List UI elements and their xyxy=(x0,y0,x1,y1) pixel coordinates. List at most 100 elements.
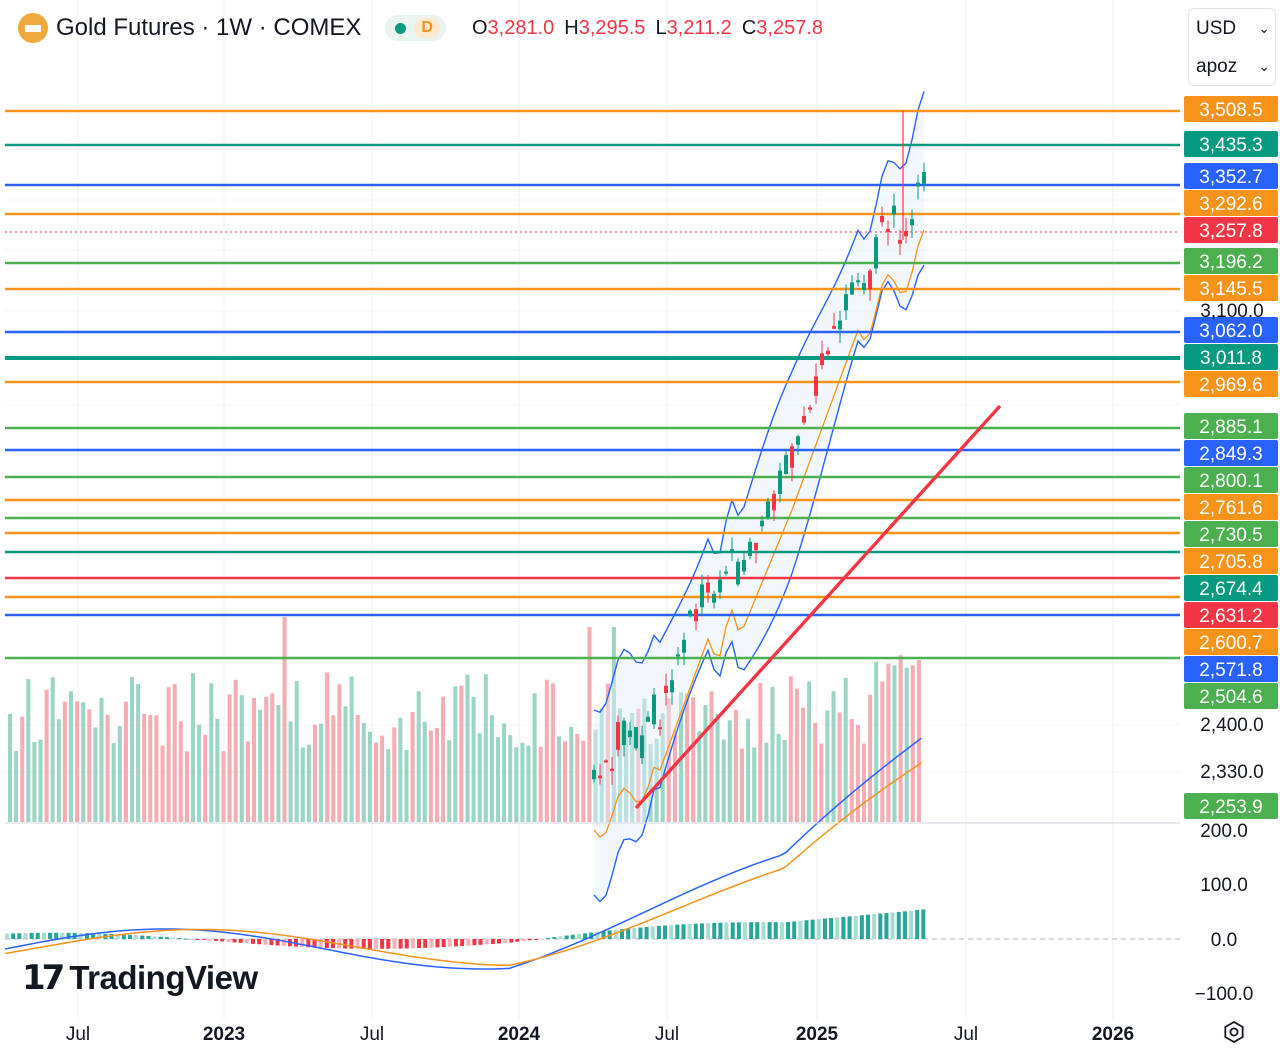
volume-bar xyxy=(8,713,12,822)
macd-histogram-bar xyxy=(915,910,920,939)
gold-symbol-icon xyxy=(18,13,48,43)
candle-body xyxy=(808,407,812,410)
macd-histogram-bar xyxy=(115,934,120,939)
macd-histogram-bar xyxy=(152,936,157,939)
price-label: 3,435.3 xyxy=(1199,135,1262,156)
volume-bar xyxy=(849,719,854,822)
candle-body xyxy=(694,609,698,622)
volume-bar xyxy=(691,697,696,822)
macd-histogram-bar xyxy=(140,935,145,939)
volume-bar xyxy=(453,686,458,822)
account-dropdown[interactable]: apoz ⌄ xyxy=(1188,50,1276,84)
volume-bar xyxy=(349,676,354,822)
time-axis[interactable]: Jul 2023 Jul 2024 Jul 2025 Jul 2026 xyxy=(66,1024,1134,1045)
macd-histogram-bar xyxy=(859,915,864,939)
currency-dropdown[interactable]: USD ⌄ xyxy=(1188,12,1276,46)
volume-bar xyxy=(252,697,256,822)
volume-bar xyxy=(581,740,586,822)
macd-histogram-bar xyxy=(718,922,723,939)
ohlc-readout: O3,281.0 H3,295.5 L3,211.2 C3,257.8 xyxy=(472,17,823,40)
price-label-box xyxy=(1184,548,1278,574)
price-label-box xyxy=(1184,413,1278,439)
candle-body xyxy=(736,561,740,585)
macd-histogram-bar xyxy=(552,937,557,939)
price-level-lines[interactable] xyxy=(5,109,1180,660)
macd-histogram-bar xyxy=(41,932,46,939)
macd-histogram-bar xyxy=(220,939,225,942)
macd-histogram-bar xyxy=(134,935,139,939)
macd-histogram-bar xyxy=(429,939,434,948)
candle-body xyxy=(622,720,626,746)
macd-histogram-bar xyxy=(398,939,403,949)
macd-histogram-bar xyxy=(158,936,163,939)
price-label: 2,571.8 xyxy=(1199,660,1262,681)
macd-histogram-bar xyxy=(792,921,797,939)
macd-histogram-bar xyxy=(349,939,354,949)
volume-bar xyxy=(154,715,159,822)
indicator-tick: 200.0 xyxy=(1200,821,1248,842)
volume-bar xyxy=(288,721,293,822)
macd-histogram-bar xyxy=(54,932,59,939)
candle-body xyxy=(640,735,644,759)
volume-bar xyxy=(654,738,659,822)
volume-bar xyxy=(191,673,195,822)
macd-histogram-bar xyxy=(29,932,34,939)
volume-bar xyxy=(331,715,336,822)
macd-histogram-bar xyxy=(835,917,840,939)
macd-histogram-bar xyxy=(650,926,655,939)
volume-bar xyxy=(520,742,525,822)
volume-bar xyxy=(374,742,378,822)
price-axis[interactable]: 3,508.5 3,435.3 3,352.7 3,292.6 3,257.8 3,196… xyxy=(5,96,1278,824)
price-label-box xyxy=(1184,275,1278,301)
macd-histogram-bar xyxy=(306,939,311,948)
price-label-box xyxy=(1184,163,1278,189)
macd-histogram-bar xyxy=(540,938,545,940)
candle-body xyxy=(904,231,908,237)
chevron-down-icon: ⌄ xyxy=(1258,58,1270,74)
candle-body xyxy=(814,376,818,396)
volume-bar xyxy=(605,683,610,822)
volume-bar xyxy=(868,694,873,822)
signal-line xyxy=(4,762,922,967)
volume-bar xyxy=(386,749,391,822)
volume-bar xyxy=(404,750,409,822)
volume-bar xyxy=(721,739,726,822)
volume-bar xyxy=(75,701,80,822)
macd-histogram-bar xyxy=(816,919,821,939)
volume-bar xyxy=(56,719,61,822)
volume-bar xyxy=(361,722,366,822)
volume-bar xyxy=(459,685,464,822)
volume-bar xyxy=(111,743,116,822)
macd-histogram-bar xyxy=(232,939,237,943)
candle-body xyxy=(598,775,602,779)
macd-histogram-bar xyxy=(706,923,711,939)
volume-bar xyxy=(831,691,836,822)
macd-histogram-bar xyxy=(546,937,551,939)
symbol-title[interactable]: Gold Futures · 1W · COMEX xyxy=(56,14,362,41)
volume-bar xyxy=(270,693,275,822)
volume-bar xyxy=(776,734,781,822)
settings-gear-icon[interactable] xyxy=(1222,1020,1246,1044)
macd-histogram-bar xyxy=(902,911,907,939)
macd-histogram-bar xyxy=(638,927,643,939)
volume-bar xyxy=(203,734,208,822)
volume-bar xyxy=(416,691,421,822)
price-label: 3,508.5 xyxy=(1199,100,1262,121)
market-status-pill[interactable]: D xyxy=(385,15,446,41)
volume-bar xyxy=(99,697,104,822)
volume-bar xyxy=(105,714,110,822)
macd-histogram-bar xyxy=(447,939,452,947)
candle-body xyxy=(688,610,692,617)
volume-bar xyxy=(215,718,220,822)
trendline[interactable] xyxy=(634,404,1002,810)
tradingview-logo[interactable]: 17 TradingView xyxy=(22,958,258,998)
price-label: 2,730.5 xyxy=(1199,525,1262,546)
macd-histogram-bar xyxy=(478,939,483,945)
volume-bar xyxy=(898,655,903,822)
volume-bar xyxy=(398,717,403,822)
moving-average xyxy=(593,229,925,839)
macd-histogram-bar xyxy=(822,918,827,939)
macd-line xyxy=(4,737,922,970)
volume-bar xyxy=(880,681,885,822)
